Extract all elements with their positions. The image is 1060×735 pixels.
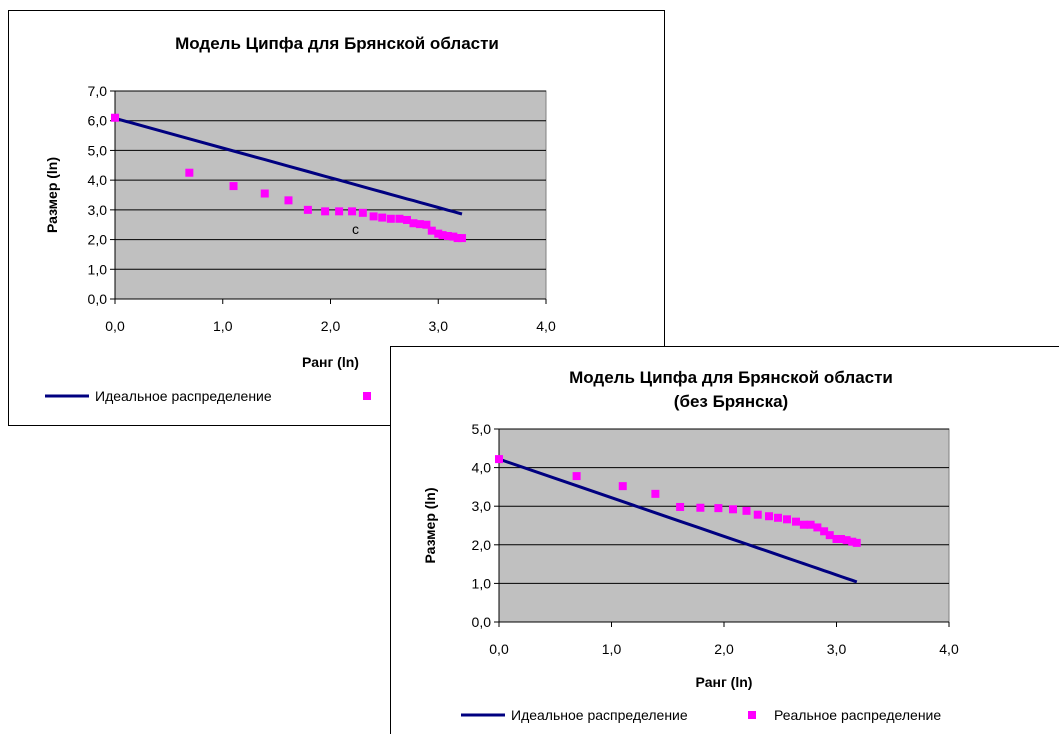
chart2-x-tick-label: 4,0 [939,641,959,657]
chart2-y-tick-label: 1,0 [472,575,492,591]
chart1-real-point [321,207,330,216]
chart1-y-tick-label: 4,0 [88,172,108,188]
chart2-real-point [842,536,851,545]
chart1-plot-area [114,90,547,300]
chart2-real-point [774,513,782,522]
chart1-real-point [358,208,367,217]
chart2-real-point [825,531,834,540]
chart1-real-point [427,226,436,235]
chart1-real-point [409,219,418,228]
chart2-real-point [848,537,857,546]
chart1-real-point [386,214,395,223]
chart2-y-tick-label: 0,0 [472,614,492,630]
chart-2-svg: Модель Ципфа для Брянской области (без Бр… [422,368,959,723]
chart1-x-tick-label: 3,0 [429,318,449,334]
chart2-subtitle: (без Брянска) [674,392,788,411]
chart2-x-axis-title: Ранг (ln) [696,674,753,690]
chart2-y-tick-label: 5,0 [472,421,492,437]
chart1-real-point [434,229,443,238]
chart2-y-tick-label: 2,0 [472,537,492,553]
chart1-x-axis-title: Ранг (ln) [302,354,359,370]
chart1-real-point [395,214,404,223]
chart2-real-point [742,506,751,515]
chart1-x-tick-label: 2,0 [321,318,341,334]
chart2-x-tick-label: 1,0 [602,641,622,657]
chart2-real-point [783,515,791,524]
chart1-real-point [335,207,344,216]
chart2-real-point [765,512,773,521]
chart2-real-point [696,503,705,512]
chart2-real-point [792,517,800,526]
chart2-y-axis-title: Размер (ln) [422,487,438,563]
chart2-x-tick-label: 2,0 [714,641,734,657]
chart1-real-point [229,182,238,191]
chart-1-svg: Модель Ципфа для Брянской области 0,0 1,0 2… [44,34,556,404]
chart2-real-point [820,527,829,536]
chart1-real-point [403,215,412,224]
chart2-legend-marker-key [748,711,756,719]
chart2-legend-ideal-label: Идеальное распределение [511,707,688,723]
chart1-y-axis-title: Размер (ln) [44,157,60,233]
chart1-real-point [260,189,269,198]
chart1-y-tick-label: 6,0 [88,113,108,129]
chart-1: Модель Ципфа для Брянской области 0,0 1,0 2… [8,10,665,426]
chart2-y-tick-label: 4,0 [472,460,492,476]
chart2-real-point [714,504,723,513]
chart1-title: Модель Ципфа для Брянской области [175,34,499,53]
chart2-real-point [572,472,581,481]
chart1-ideal-line [114,116,463,216]
chart1-real-point [303,205,312,214]
chart2-plot-area [498,428,950,623]
chart1-real-point [422,220,431,229]
chart2-real-point [753,510,762,519]
chart1-x-tick-label: 0,0 [105,318,125,334]
chart1-y-tick-label: 0,0 [88,291,108,307]
chart1-x-tick-label: 1,0 [213,318,233,334]
chart2-real-point [806,520,815,529]
chart2-real-point [495,455,503,464]
chart2-real-point [837,535,845,544]
chart2-title: Модель Ципфа для Брянской области [569,368,893,387]
chart1-x-tick-label: 4,0 [536,318,556,334]
chart1-annotation: c [352,221,359,237]
chart1-y-tick-label: 1,0 [88,261,108,277]
chart1-real-point [457,234,466,243]
chart1-real-point [348,207,357,216]
chart2-real-point [676,502,685,511]
chart1-real-point [369,212,378,221]
chart1-y-tick-label: 7,0 [88,83,108,99]
chart2-real-point [852,538,861,547]
chart2-legend-real-label: Реальное распределение [774,707,941,723]
chart1-legend-ideal-label: Идеальное распределение [95,388,272,404]
chart1-y-tick-label: 3,0 [88,202,108,218]
chart1-y-tick-label: 2,0 [88,232,108,248]
chart2-x-tick-label: 3,0 [827,641,847,657]
chart1-real-point [443,232,452,241]
chart2-real-point [832,535,841,544]
chart1-real-point [284,196,293,205]
chart-2: Модель Ципфа для Брянской области (без Бр… [390,346,1059,734]
chart1-real-point [438,231,447,240]
chart2-real-point [799,520,808,529]
chart2-real-point [729,505,737,514]
chart1-real-point [453,234,462,243]
chart2-real-point [813,523,822,532]
chart1-real-point [111,113,119,122]
chart2-y-tick-label: 3,0 [472,498,492,514]
chart1-legend-marker-key [363,392,371,400]
chart1-real-point [449,232,458,241]
chart2-x-tick-label: 0,0 [489,641,509,657]
chart1-real-point [185,168,194,177]
chart1-real-point [378,213,387,222]
chart1-y-tick-label: 5,0 [88,142,108,158]
chart1-real-point [415,220,424,229]
chart2-ideal-line [498,457,858,584]
chart2-real-point [618,482,627,491]
chart2-real-point [651,489,660,498]
